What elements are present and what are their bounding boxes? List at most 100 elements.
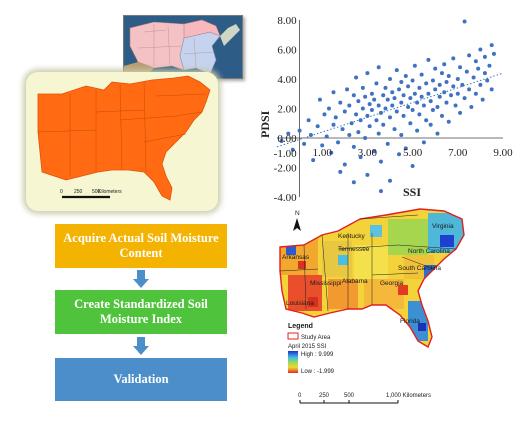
y-tick-label: -4.00 [274, 192, 297, 204]
state-label-mississippi: Mississippi [310, 280, 341, 287]
scatter-point [331, 122, 336, 127]
y-tick-label: 8.00 [277, 15, 297, 27]
ssi-pdsi-scatter-chart: 8.00 6.00 4.00 2.00 0.00 -1.00 -2.00 -4.00 1.00 3… [258, 15, 513, 204]
scatter-point [342, 109, 347, 114]
scatter-point [489, 43, 494, 48]
scatter-point [338, 100, 343, 105]
scatter-point [290, 147, 295, 152]
scatter-point [482, 71, 487, 76]
scatter-point [358, 155, 363, 160]
x-tick-label: 5.00 [403, 147, 423, 159]
scatter-point [392, 96, 397, 101]
y-tick-label: 0.00 [277, 133, 297, 145]
scatter-point [478, 82, 483, 87]
scatter-point [442, 62, 447, 67]
scatter-point [394, 68, 399, 73]
scatter-point [437, 82, 442, 87]
scatter-point [437, 94, 442, 99]
scatter-point [458, 110, 463, 115]
scatter-point [491, 51, 496, 56]
scatter-point [415, 128, 420, 133]
scatter-point [308, 133, 313, 138]
scatter-point [363, 94, 368, 99]
state-label-south-carolina: South Carolina [398, 265, 441, 272]
scatter-point [469, 105, 474, 110]
y-tick-label: -2.00 [274, 163, 297, 175]
scatter-point [347, 103, 352, 108]
step-create-ssi: Create Standardized Soil Moisture Index [55, 290, 227, 334]
scatter-point [417, 112, 422, 117]
scatter-point [426, 91, 431, 96]
ssi-color-ramp [288, 351, 298, 373]
scatter-point [464, 69, 469, 74]
scatter-point [358, 118, 363, 123]
scatter-point [446, 119, 451, 124]
scatter-point [439, 113, 444, 118]
scatter-point [462, 19, 467, 24]
scatter-point [419, 72, 424, 77]
scatter-point [482, 54, 487, 59]
scatter-point [360, 85, 365, 90]
scatter-point [401, 93, 406, 98]
scatter-points [279, 19, 496, 194]
scatter-point [354, 75, 359, 80]
scatter-point [455, 91, 460, 96]
study-area-outline [279, 208, 465, 349]
scatter-point [399, 133, 404, 138]
scatter-point [397, 152, 402, 157]
scatter-point [424, 81, 429, 86]
scatter-point [369, 107, 374, 112]
down-arrow-icon [133, 270, 149, 288]
scatter-point [390, 90, 395, 95]
scatter-point [410, 164, 415, 169]
legend-study-area: Study Area [301, 335, 331, 341]
scatter-point [424, 118, 429, 123]
scatter-point [460, 82, 465, 87]
scatter-point [487, 63, 492, 68]
legend-title: Legend [288, 323, 313, 330]
scatter-point [369, 91, 374, 96]
scatter-point [451, 56, 456, 61]
map-scale-0: 0 [298, 393, 302, 399]
map-scale-end: 1,000 Kilometers [386, 393, 431, 399]
north-arrow-icon: N [293, 210, 301, 231]
state-label-alabama: Alabama [342, 278, 368, 285]
study-region-map-card: 0 250 500 Kilometers [26, 72, 218, 211]
x-tick-label: 3.00 [358, 147, 378, 159]
state-label-north-carolina: North Carolina [408, 248, 450, 255]
scatter-point [421, 103, 426, 108]
trendline [276, 72, 504, 148]
scatter-point [392, 127, 397, 132]
april-2015-ssi-map: Kentucky Virginia Tennessee North Caroli… [279, 208, 465, 404]
step-2-label: Create Standardized Soil Moisture Index [74, 297, 208, 326]
step-3-label: Validation [113, 372, 169, 386]
scatter-point [351, 180, 356, 185]
scatter-point [381, 122, 386, 127]
scatter-point [388, 77, 392, 81]
scatter-point [354, 112, 359, 117]
scatter-point [462, 96, 467, 101]
scatter-point [324, 134, 329, 139]
scatter-point [415, 100, 420, 105]
scatter-point [408, 121, 413, 126]
scatter-point [365, 172, 370, 177]
scatter-point [297, 128, 302, 133]
scale-unit: Kilometers [98, 189, 122, 195]
scatter-point [471, 75, 476, 80]
scatter-point [322, 112, 327, 117]
scatter-point [480, 97, 485, 102]
x-tick-label: 9.00 [493, 147, 513, 159]
scatter-point [345, 87, 350, 92]
scatter-point [449, 93, 454, 98]
scatter-point [419, 94, 424, 99]
map-scale-bar: 0 250 500 1,000 Kilometers [298, 393, 431, 404]
y-axis-title: PDSI [258, 110, 272, 138]
scatter-point [349, 121, 354, 126]
down-arrow-icon [133, 337, 149, 355]
scatter-point [286, 131, 291, 136]
y-tick-label: 6.00 [277, 45, 297, 57]
scatter-point [433, 66, 438, 71]
scatter-point [428, 99, 433, 104]
scatter-point [406, 84, 411, 89]
map-legend: Legend Study Area April 2015 SSI High : … [287, 323, 335, 375]
